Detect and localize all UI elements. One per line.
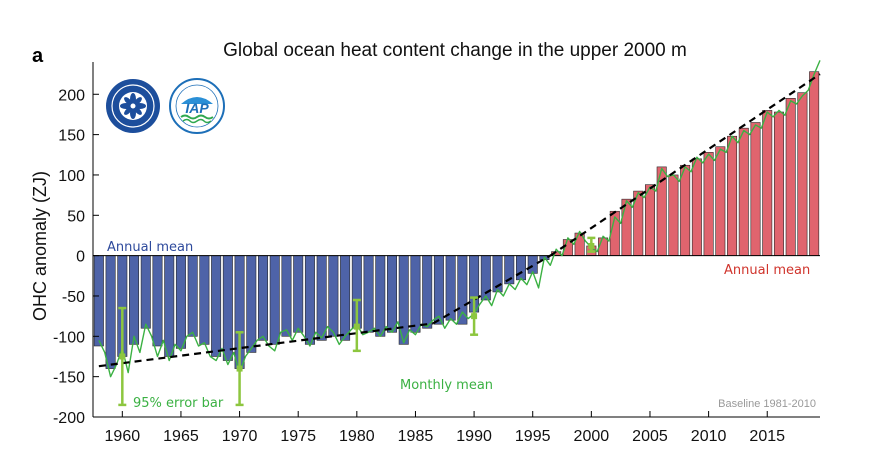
x-tick-label-2000: 2000 — [574, 428, 610, 445]
annual-bar-1974 — [281, 255, 292, 337]
annual-bar-2013 — [738, 127, 749, 256]
svg-text:IAP: IAP — [185, 100, 209, 116]
annual-bar-2018 — [797, 92, 808, 256]
error-bars — [118, 236, 596, 407]
baseline-label: Baseline 1981-2010 — [718, 398, 816, 410]
monthly-mean-series — [98, 60, 821, 378]
error-bar-point — [119, 353, 126, 360]
chinese-academy-of-sciences-logo — [106, 79, 160, 133]
annual-bar-1968 — [211, 255, 222, 357]
panel-label: a — [32, 45, 44, 67]
chart-title: Global ocean heat content change in the … — [223, 40, 687, 61]
annual-bar-2019 — [809, 71, 820, 256]
annual-bar-2007 — [668, 174, 679, 256]
annual-bar-2015 — [762, 110, 773, 256]
y-tick-label-150: 150 — [58, 128, 85, 145]
annual-bar-1985 — [410, 255, 421, 333]
annual-bar-1978 — [328, 255, 339, 337]
annual-bar-2014 — [750, 122, 761, 256]
annual-bar-1986 — [422, 255, 433, 329]
y-axis-label: OHC anomaly (ZJ) — [30, 171, 50, 321]
annual-bar-1971 — [246, 255, 257, 353]
x-tick-label-2005: 2005 — [632, 428, 668, 445]
y-tick-label--200: -200 — [53, 410, 85, 427]
trend-segment-2 — [432, 254, 551, 325]
annual-bar-1989 — [457, 255, 468, 325]
annual-bar-1963 — [152, 255, 163, 347]
annual-bar-1994 — [515, 255, 526, 281]
x-tick-label-2015: 2015 — [749, 428, 785, 445]
annual-bar-2017 — [785, 98, 796, 256]
trend-lines — [98, 73, 821, 368]
error-bar-1990 — [470, 296, 479, 336]
x-tick-label-1965: 1965 — [163, 428, 199, 445]
annual-bar-1967 — [199, 255, 210, 345]
annual-bar-1987 — [433, 255, 444, 325]
x-tick-label-1990: 1990 — [456, 428, 492, 445]
annual-mean-label-negative: Annual mean — [107, 240, 193, 255]
monthly-mean-line — [98, 60, 821, 378]
annual-bar-1965 — [175, 255, 186, 349]
annual-bar-2011 — [715, 146, 726, 256]
x-tick-label-1975: 1975 — [280, 428, 316, 445]
annual-bar-1973 — [269, 255, 280, 345]
y-tick-label--100: -100 — [53, 329, 85, 346]
annual-bar-2008 — [680, 164, 691, 256]
monthly-mean-label: Monthly mean — [400, 378, 493, 393]
annual-bar-1972 — [258, 255, 269, 341]
trend-segment-1 — [98, 322, 434, 368]
annual-bar-1976 — [304, 255, 315, 345]
error-bar-point — [471, 313, 478, 320]
y-tick-label-100: 100 — [58, 168, 85, 185]
error-bar-label: 95% error bar — [133, 396, 224, 411]
x-tick-label-1980: 1980 — [339, 428, 375, 445]
y-tick-label--50: -50 — [62, 289, 85, 306]
annual-bar-2005 — [644, 184, 655, 256]
trend-segment-3 — [549, 73, 821, 257]
error-bar-1960 — [118, 306, 127, 407]
annual-mean-bars — [93, 71, 820, 369]
annual-mean-label-positive: Annual mean — [724, 263, 810, 278]
annual-bar-1975 — [293, 255, 304, 333]
annual-bar-1959 — [105, 255, 116, 369]
error-bar-1970 — [235, 331, 244, 407]
error-bar-2000 — [587, 236, 596, 253]
y-tick-label-200: 200 — [58, 87, 85, 104]
y-tick-label-0: 0 — [76, 249, 85, 266]
x-tick-label-1985: 1985 — [398, 428, 434, 445]
iap-logo: IAP — [169, 78, 225, 134]
y-tick-label-50: 50 — [67, 208, 85, 225]
error-bar-point — [353, 323, 360, 330]
error-bar-point — [236, 365, 243, 372]
x-tick-label-1995: 1995 — [515, 428, 551, 445]
annual-bar-2009 — [691, 158, 702, 256]
annual-bar-1966 — [187, 255, 198, 337]
annual-bar-1979 — [340, 255, 351, 341]
x-tick-label-2010: 2010 — [691, 428, 727, 445]
annual-bar-1961 — [129, 255, 140, 345]
annual-bar-1977 — [316, 255, 327, 341]
annual-bar-1962 — [140, 255, 151, 329]
annual-bar-1995 — [527, 255, 538, 274]
x-tick-label-1970: 1970 — [222, 428, 258, 445]
annual-bar-2012 — [727, 135, 738, 256]
x-tick-label-1960: 1960 — [105, 428, 141, 445]
y-tick-label--150: -150 — [53, 370, 85, 387]
annual-bar-2010 — [703, 152, 714, 256]
error-bar-1980 — [352, 298, 361, 353]
error-bar-point — [588, 242, 595, 249]
annual-bar-1958 — [93, 255, 104, 347]
annual-bar-2016 — [773, 111, 784, 256]
annual-bar-1982 — [375, 255, 386, 337]
annual-bar-1983 — [387, 255, 398, 333]
annual-bar-1964 — [164, 255, 175, 357]
annual-bar-1981 — [363, 255, 374, 333]
axes: -200 -150 -100 -50 0 50 100 150 200 1960 1965 1970 1… — [53, 62, 820, 445]
annual-bar-1969 — [222, 255, 233, 361]
